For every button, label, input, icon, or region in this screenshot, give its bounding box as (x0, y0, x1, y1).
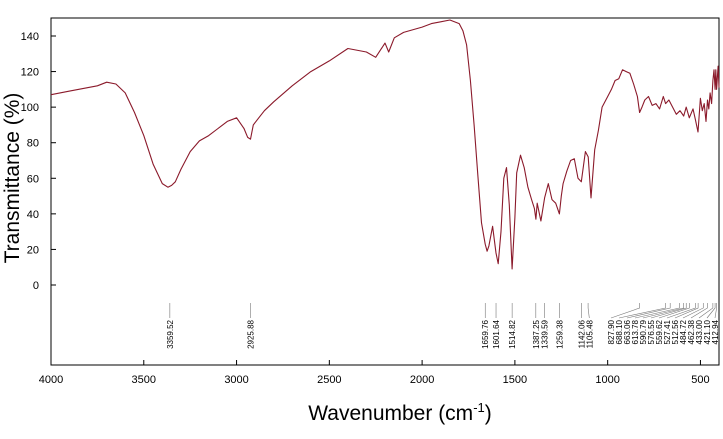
peak-label: 1339.59 (541, 319, 550, 348)
peak-label: 1659.76 (481, 319, 490, 348)
peak-label: 613.78 (631, 319, 640, 344)
peak-label: 1387.25 (532, 319, 541, 348)
x-tick-label: 1500 (503, 374, 527, 386)
x-tick-label: 1000 (595, 374, 619, 386)
x-tick-label: 4000 (39, 374, 63, 386)
peak-annotations: 3359.52 2925.88 1659.76 1601.64 1514.82 1387.… (166, 303, 720, 349)
y-tick-label: 120 (21, 67, 39, 79)
peak-leader-line (698, 303, 714, 319)
y-tick-label: 20 (27, 244, 39, 256)
x-tick-label: 500 (691, 374, 709, 386)
peak-label: 1259.38 (556, 319, 565, 348)
peak-leader-line (634, 303, 680, 319)
peak-leader-line (626, 303, 671, 319)
peak-label: 2925.88 (246, 319, 255, 348)
peak-label: 527.41 (663, 319, 672, 344)
x-tick-label: 2500 (317, 374, 341, 386)
y-tick-label: 40 (27, 209, 39, 221)
peak-label: 1601.64 (492, 319, 501, 348)
x-axis-title-sup: -1 (473, 400, 485, 415)
peak-label: 433.00 (695, 319, 704, 344)
y-tick-label: 100 (21, 102, 39, 114)
peak-label: 688.10 (615, 319, 624, 344)
y-tick-label: 60 (27, 173, 39, 185)
peak-label: 827.90 (607, 319, 616, 344)
peak-leader-line (587, 303, 590, 319)
peak-label: 3359.52 (166, 319, 175, 348)
y-tick-label: 0 (33, 280, 39, 292)
peak-label: 1514.82 (508, 319, 517, 348)
peak-label: 462.38 (687, 319, 696, 344)
x-tick-label: 3000 (224, 374, 248, 386)
peak-label: 1105.48 (585, 319, 594, 348)
peak-leader-line (658, 303, 690, 319)
peak-leader-line (714, 303, 717, 319)
peak-label: 412.94 (711, 319, 720, 344)
peak-leader-line (682, 303, 704, 319)
peak-label: 512.56 (671, 319, 680, 344)
y-axis-ticks: 0 20 40 60 80 100 120 140 (21, 31, 56, 292)
peak-label: 590.79 (639, 319, 648, 344)
peak-leader-line (690, 303, 708, 319)
peak-label: 1142.06 (577, 319, 586, 348)
x-axis-title-suffix: ) (485, 402, 492, 425)
x-axis-title: Wavenumber (cm-1) (308, 400, 492, 425)
spectrum-line (50, 19, 720, 270)
peak-leader-line (618, 303, 666, 319)
peak-leader-line (674, 303, 699, 319)
y-axis-title: Transmittance (%) (1, 93, 24, 264)
x-tick-label: 2000 (410, 374, 434, 386)
peak-label: 421.10 (703, 319, 712, 344)
y-tick-label: 140 (21, 31, 39, 43)
x-axis-ticks: 4000 3500 3000 2500 2000 1500 1000 500 (39, 360, 710, 386)
peak-leader-line (666, 303, 696, 319)
peak-leader-line (706, 303, 716, 319)
peak-leader-line (650, 303, 687, 319)
x-tick-label: 3500 (132, 374, 156, 386)
peak-label: 663.06 (623, 319, 632, 344)
plot-area-frame (50, 17, 720, 366)
peak-leader-line (610, 303, 640, 319)
x-axis-title-main: Wavenumber (cm (308, 402, 473, 425)
peak-label: 576.55 (647, 319, 656, 344)
peak-leader-line (642, 303, 684, 319)
peak-label: 484.72 (679, 319, 688, 344)
y-tick-label: 80 (27, 138, 39, 150)
peak-label: 559.62 (655, 319, 664, 344)
